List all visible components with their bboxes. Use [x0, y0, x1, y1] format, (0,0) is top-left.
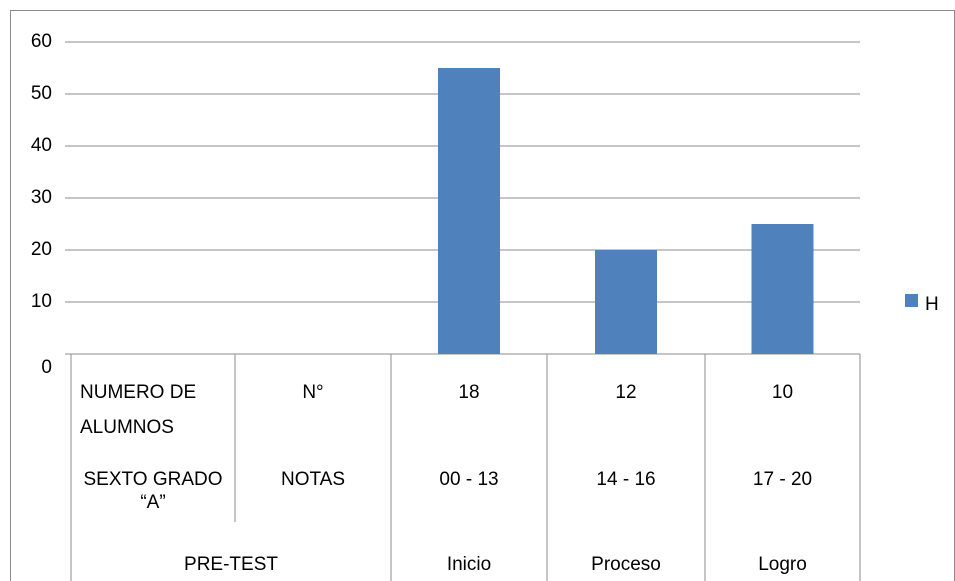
table-cell: Proceso [591, 554, 661, 575]
table-cell: 18 [458, 382, 479, 403]
table-cell: 12 [615, 382, 636, 403]
y-tick-label: 40 [31, 135, 52, 156]
table-cell: NOTAS [281, 469, 345, 490]
bar [751, 224, 814, 354]
table-cell: Inicio [447, 554, 491, 575]
y-tick-label: 30 [31, 187, 52, 208]
y-tick-label: 50 [31, 83, 52, 104]
y-tick-label: 60 [31, 31, 52, 52]
bar [438, 68, 500, 354]
legend-label: H [925, 294, 939, 315]
table-cell: Logro [758, 554, 807, 575]
table-cell: SEXTO GRADO “A” [83, 469, 222, 513]
table-cell: N° [302, 382, 323, 403]
y-tick-label: 20 [31, 239, 52, 260]
table-cell: 17 - 20 [753, 469, 812, 490]
legend-swatch [905, 294, 918, 307]
table-cell: 00 - 13 [439, 469, 498, 490]
table-cell: 14 - 16 [596, 469, 655, 490]
table-cell: 10 [772, 382, 793, 403]
table-cell: NUMERO DE ALUMNOS [80, 382, 196, 438]
table-cell: PRE-TEST [184, 554, 278, 575]
bar [595, 250, 657, 354]
y-tick-label: 10 [31, 291, 52, 312]
y-tick-label: 0 [41, 357, 52, 378]
